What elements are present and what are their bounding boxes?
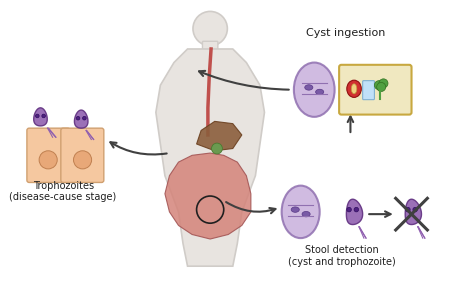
- Ellipse shape: [347, 80, 361, 97]
- FancyBboxPatch shape: [27, 128, 70, 183]
- Ellipse shape: [291, 207, 299, 212]
- Text: Stool detection
(cyst and trophozoite): Stool detection (cyst and trophozoite): [288, 245, 395, 267]
- Polygon shape: [34, 108, 47, 126]
- Circle shape: [39, 151, 57, 169]
- Circle shape: [211, 143, 222, 154]
- Circle shape: [76, 116, 80, 120]
- Circle shape: [374, 81, 383, 90]
- Circle shape: [377, 82, 386, 92]
- Text: Cyst ingestion: Cyst ingestion: [306, 28, 386, 38]
- Circle shape: [413, 207, 418, 212]
- Polygon shape: [165, 153, 251, 239]
- Circle shape: [42, 114, 46, 118]
- Circle shape: [82, 116, 86, 120]
- Polygon shape: [346, 199, 363, 225]
- Ellipse shape: [351, 84, 357, 94]
- Text: Trophozoites
(disease-cause stage): Trophozoites (disease-cause stage): [9, 181, 117, 202]
- Circle shape: [73, 151, 91, 169]
- Polygon shape: [197, 121, 242, 151]
- Circle shape: [406, 207, 410, 212]
- FancyBboxPatch shape: [61, 128, 104, 183]
- Ellipse shape: [316, 89, 324, 95]
- Ellipse shape: [302, 211, 310, 217]
- Ellipse shape: [294, 62, 335, 117]
- Circle shape: [347, 207, 351, 212]
- FancyBboxPatch shape: [202, 41, 218, 50]
- Ellipse shape: [282, 186, 319, 238]
- Circle shape: [379, 79, 388, 88]
- Polygon shape: [405, 199, 421, 225]
- Circle shape: [36, 114, 39, 118]
- FancyBboxPatch shape: [363, 81, 374, 100]
- FancyBboxPatch shape: [339, 65, 411, 115]
- Circle shape: [354, 207, 359, 212]
- Ellipse shape: [305, 85, 313, 90]
- Polygon shape: [74, 110, 88, 128]
- Circle shape: [193, 12, 228, 46]
- Polygon shape: [156, 49, 264, 266]
